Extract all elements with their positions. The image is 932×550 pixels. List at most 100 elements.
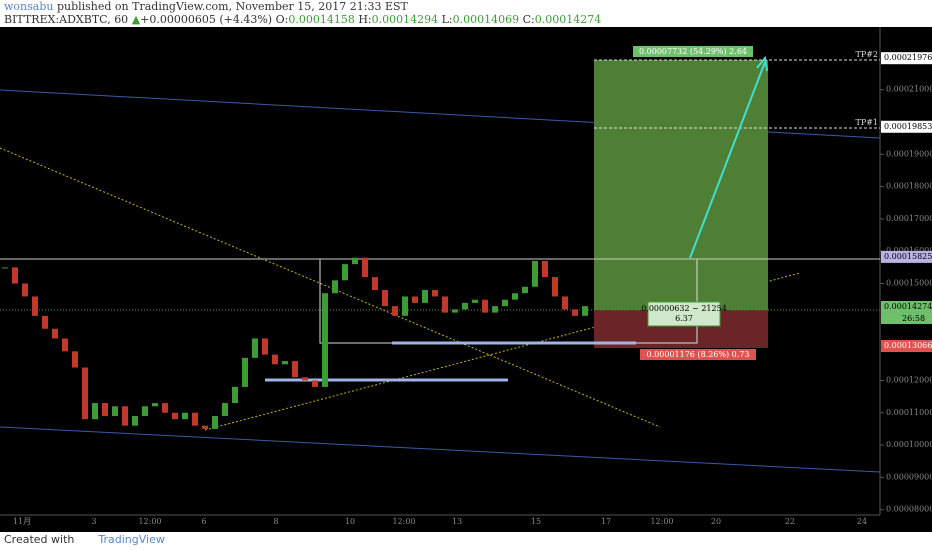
x-tick-label: 17 (601, 517, 611, 526)
price-marker (881, 120, 932, 133)
price-marker-label: 0.00015825 (884, 252, 932, 261)
candle (282, 361, 288, 365)
y-tick-label: 0.00021000 (886, 85, 932, 94)
candle (22, 283, 28, 297)
y-tick-label: 0.00018000 (886, 182, 932, 191)
arrow-head (756, 55, 768, 72)
candle (352, 257, 358, 265)
x-tick-label: 12:00 (650, 517, 673, 526)
candle (362, 257, 368, 278)
candle (252, 338, 258, 358)
candle (42, 315, 48, 329)
brand[interactable]: TradingView (98, 533, 165, 546)
chart: TP#2 TP#1 0.00007732 (54.29%) 2.64 0.000… (0, 27, 932, 532)
candle (432, 289, 438, 297)
y-tick-label: 0.00011000 (886, 408, 932, 417)
candle (192, 412, 198, 426)
candle (512, 293, 518, 300)
y-tick-label: 0.00009000 (886, 472, 932, 481)
x-tick-label: 10 (345, 517, 355, 526)
candle (172, 412, 178, 420)
candle (142, 406, 148, 416)
label-box (640, 349, 756, 360)
close: 0.00014274 (534, 13, 602, 26)
author[interactable]: wonsabu (4, 0, 54, 13)
candle (182, 412, 188, 420)
price-marker (881, 340, 932, 353)
candle (322, 293, 328, 387)
candle (232, 386, 238, 404)
candle (582, 306, 588, 316)
candle (552, 277, 558, 297)
l-label: L: (441, 13, 453, 26)
x-tick-label: 8 (273, 517, 278, 526)
x-tick-label: 6 (201, 517, 206, 526)
x-tick-label: 3 (91, 517, 96, 526)
entry-label: 6.37 (675, 314, 693, 323)
x-tick-label: 12:00 (138, 517, 161, 526)
y-tick-label: 0.00015000 (886, 279, 932, 288)
c-label: C: (522, 13, 535, 26)
candle (472, 299, 478, 303)
created: Created with (4, 533, 75, 546)
countdown-box (881, 312, 932, 324)
candle (342, 264, 348, 281)
target-label: 0.00007732 (54.29%) 2.64 (639, 47, 747, 56)
tp-label: TP#1 (855, 118, 878, 127)
header: wonsabu published on TradingView.com, No… (4, 0, 601, 26)
candle (202, 425, 208, 429)
background (0, 27, 932, 532)
candle (162, 403, 168, 413)
countdown: 26:58 (902, 314, 925, 323)
candle (132, 415, 138, 426)
candle (392, 306, 398, 316)
candle (402, 296, 408, 316)
target-zone (594, 60, 768, 310)
price-marker-label: 0.00013066 (884, 341, 932, 350)
label-box (647, 301, 721, 327)
candle (112, 406, 118, 416)
candle (332, 280, 338, 294)
candle (532, 260, 538, 287)
candle (242, 357, 248, 387)
price-marker-label: 0.00021976 (884, 53, 932, 62)
candle (372, 277, 378, 290)
price-marker-label: 0.00019853 (884, 122, 932, 131)
candle (382, 289, 388, 307)
y-tick-label: 0.00008000 (886, 505, 932, 514)
candle (272, 354, 278, 365)
projection-arrow (689, 61, 766, 259)
candle (482, 299, 488, 313)
tp-label: TP#2 (855, 50, 878, 59)
low: 0.00014069 (452, 13, 520, 26)
entry-label: 0.00000632 ~ 21254 (641, 304, 727, 313)
stop-label: 0.00001176 (8.26%) 0.73 (647, 350, 750, 359)
x-tick-label: 22 (785, 517, 795, 526)
candle (222, 403, 228, 416)
x-tick-label: 15 (531, 517, 541, 526)
candle (312, 380, 318, 387)
published: published on TradingView.com, November 1… (56, 0, 408, 13)
x-tick-label: 12:00 (392, 517, 415, 526)
candle (492, 306, 498, 313)
trend-line (0, 426, 881, 473)
arrow: ▲ (131, 13, 141, 26)
candle (302, 377, 308, 381)
symbol: BITTREX:ADXBTC, 60 (4, 13, 129, 26)
trend-line (0, 147, 661, 428)
candle (502, 299, 508, 307)
candle (292, 361, 298, 378)
candle (562, 296, 568, 310)
candle (92, 403, 98, 420)
x-tick-label: 11月 (13, 517, 31, 526)
candle (522, 286, 528, 294)
price-marker (881, 52, 932, 65)
y-tick-label: 0.00019000 (886, 149, 932, 158)
candle (152, 403, 158, 407)
candle (572, 309, 578, 316)
candle (52, 328, 58, 339)
o-label: O: (275, 13, 289, 26)
candle (462, 302, 468, 310)
candle (102, 403, 108, 416)
candle (32, 296, 38, 316)
